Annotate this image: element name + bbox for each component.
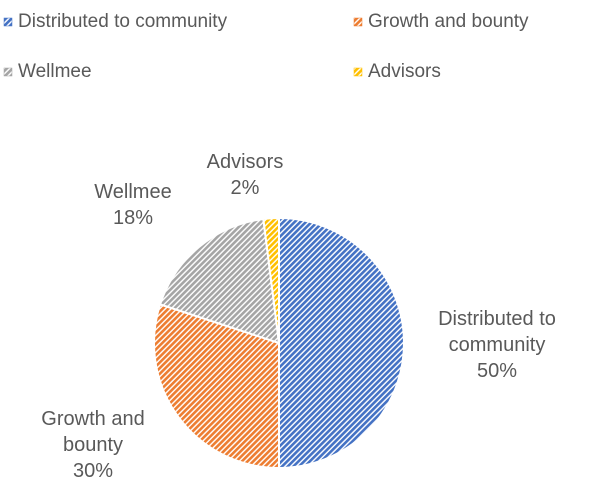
pie-slice	[158, 217, 281, 345]
pie-slice	[262, 216, 280, 344]
data-label: Distributed to community 50%	[422, 306, 572, 384]
data-label-value: 18%	[112, 207, 154, 229]
legend-label: Distributed to community	[18, 11, 228, 32]
data-label-value: 2%	[230, 177, 260, 199]
legend-marker	[353, 67, 363, 77]
data-label-category: Wellmee	[94, 181, 172, 203]
legend-marker	[353, 17, 363, 27]
legend-label: Wellmee	[18, 61, 92, 82]
data-label-category: Growth and bounty	[41, 408, 145, 456]
data-label-category: Advisors	[206, 151, 284, 173]
pie-slice	[278, 216, 405, 470]
legend-marker	[3, 67, 13, 77]
data-label-category: Distributed to community	[438, 308, 556, 356]
data-label-value: 30%	[72, 460, 114, 482]
legend-marker	[3, 17, 13, 27]
data-label: Wellmee 18%	[73, 179, 193, 231]
legend-label: Growth and bounty	[368, 11, 529, 32]
legend-label: Advisors	[368, 61, 441, 82]
pie-slice	[153, 303, 280, 470]
data-label-value: 50%	[476, 360, 518, 382]
data-label: Growth and bounty 30%	[28, 406, 158, 484]
data-label: Advisors 2%	[185, 149, 305, 201]
